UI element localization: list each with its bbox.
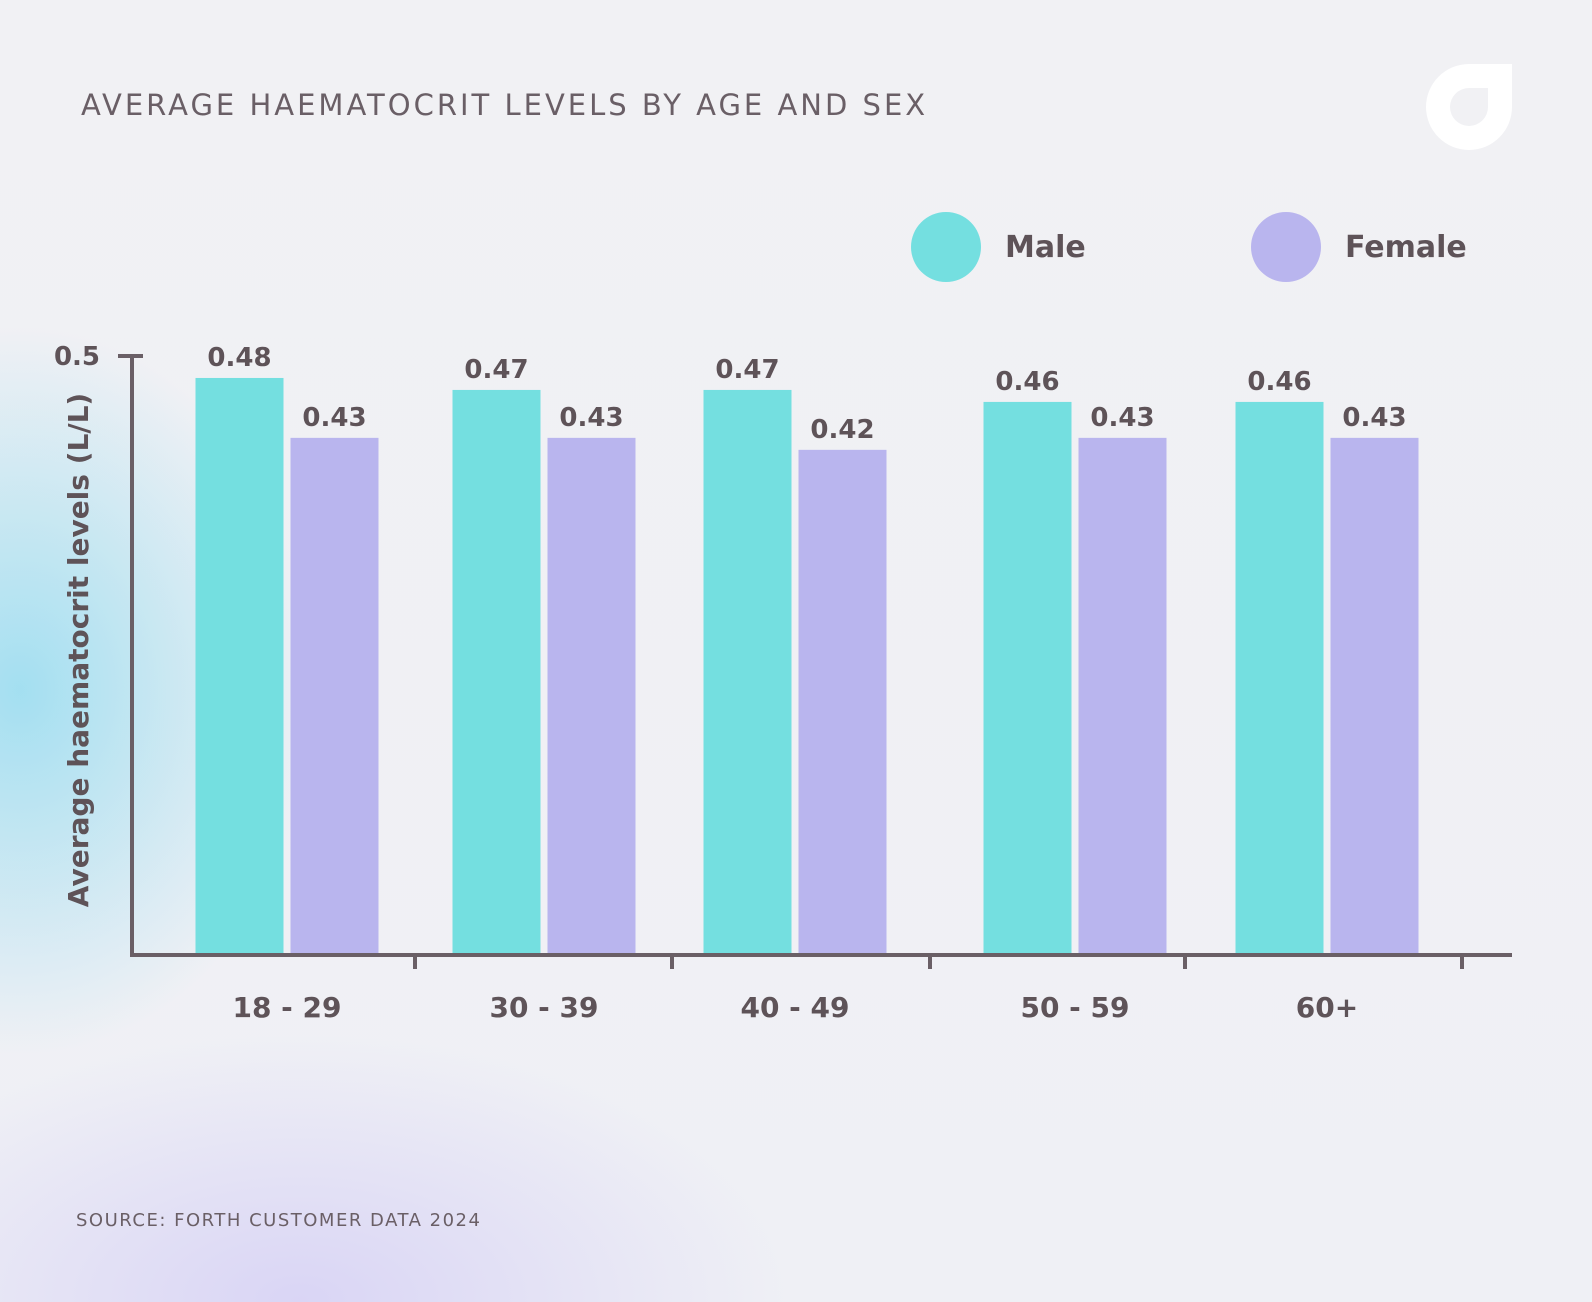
bar-male-0 bbox=[195, 377, 284, 954]
bar-female-2 bbox=[798, 449, 887, 953]
legend-swatch-female bbox=[1251, 212, 1321, 282]
bar-female-3 bbox=[1078, 437, 1167, 953]
data-label-male-4: 0.46 bbox=[1247, 367, 1311, 397]
data-label-female-2: 0.42 bbox=[810, 415, 874, 445]
legend-item-male: Male bbox=[911, 212, 1086, 282]
legend-label-male: Male bbox=[1005, 229, 1086, 265]
chart-title: AVERAGE HAEMATOCRIT LEVELS BY AGE AND SE… bbox=[81, 88, 929, 122]
legend-swatch-male bbox=[911, 212, 981, 282]
legend-item-female: Female bbox=[1251, 212, 1467, 282]
bars-layer bbox=[195, 377, 1419, 954]
bar-male-3 bbox=[983, 401, 1072, 953]
bar-female-1 bbox=[547, 437, 636, 953]
data-label-male-1: 0.47 bbox=[464, 355, 528, 385]
x-tick-label: 50 - 59 bbox=[1020, 991, 1129, 1024]
x-tick-label: 18 - 29 bbox=[232, 991, 341, 1024]
data-label-male-0: 0.48 bbox=[207, 343, 271, 373]
y-axis-label: Average haematocrit levels (L/L) bbox=[62, 393, 95, 907]
data-label-female-4: 0.43 bbox=[1342, 403, 1406, 433]
y-tick-label: 0.5 bbox=[54, 342, 100, 372]
source-note: SOURCE: FORTH CUSTOMER DATA 2024 bbox=[76, 1210, 482, 1231]
forth-logo-icon bbox=[1426, 64, 1512, 150]
bar-female-0 bbox=[290, 437, 379, 953]
x-tick-label: 60+ bbox=[1296, 991, 1358, 1024]
bar-male-1 bbox=[452, 389, 541, 953]
data-label-female-0: 0.43 bbox=[302, 403, 366, 433]
x-tick-label: 40 - 49 bbox=[740, 991, 849, 1024]
bar-male-2 bbox=[703, 389, 792, 953]
bar-male-4 bbox=[1235, 401, 1324, 953]
data-label-female-3: 0.43 bbox=[1090, 403, 1154, 433]
data-label-female-1: 0.43 bbox=[559, 403, 623, 433]
x-tick-label: 30 - 39 bbox=[489, 991, 598, 1024]
legend-label-female: Female bbox=[1345, 229, 1467, 265]
ticks-layer bbox=[118, 354, 1464, 969]
data-label-male-3: 0.46 bbox=[995, 367, 1059, 397]
bar-female-4 bbox=[1330, 437, 1419, 953]
data-label-male-2: 0.47 bbox=[715, 355, 779, 385]
labels-layer: 0.48 0.43 18 - 29 0.47 0.43 30 - 39 0.47 0.42 40… bbox=[207, 343, 1406, 1024]
